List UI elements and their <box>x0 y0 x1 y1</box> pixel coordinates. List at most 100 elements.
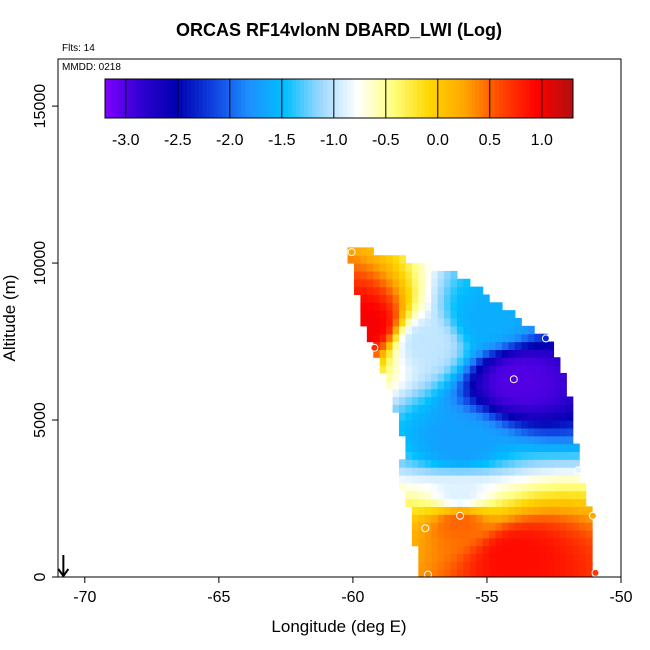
heatmap-cell <box>547 427 555 437</box>
heatmap-cell <box>418 435 426 445</box>
heatmap-cell <box>482 443 490 453</box>
heatmap-cell <box>424 270 432 280</box>
heatmap-cell <box>521 443 529 453</box>
heatmap-cell <box>495 490 503 500</box>
heatmap-cell <box>501 372 509 382</box>
colorbar-swatch <box>385 79 391 118</box>
heatmap-cell <box>386 278 394 288</box>
colorbar-swatch <box>319 79 324 118</box>
heatmap-field <box>347 247 593 577</box>
heatmap-cell <box>521 420 529 429</box>
colorbar-swatch <box>452 79 457 118</box>
heatmap-cell <box>450 412 458 421</box>
heatmap-cell <box>463 278 471 288</box>
heatmap-cell <box>450 357 458 366</box>
heatmap-cell <box>566 553 574 562</box>
heatmap-cell <box>431 341 439 350</box>
heatmap-cell <box>585 545 593 555</box>
heatmap-cell <box>386 310 394 319</box>
heatmap-cell <box>495 529 503 539</box>
sample-point <box>370 343 379 352</box>
heatmap-cell <box>379 294 387 303</box>
heatmap-cell <box>456 294 464 303</box>
colorbar-swatch <box>514 79 519 118</box>
heatmap-cell <box>463 396 471 405</box>
heatmap-cell <box>366 286 374 296</box>
heatmap-cell <box>540 467 548 476</box>
heatmap-cell <box>482 318 490 327</box>
heatmap-cell <box>444 341 452 350</box>
heatmap-cell <box>424 459 432 468</box>
sample-point <box>574 466 583 475</box>
heatmap-cell <box>450 420 458 429</box>
heatmap-cell <box>476 294 484 303</box>
heatmap-cell <box>463 545 471 555</box>
y-tick-label: 5000 <box>32 402 49 438</box>
colorbar-swatch <box>350 79 356 118</box>
heatmap-cell <box>450 537 458 547</box>
heatmap-cell <box>450 286 458 296</box>
heatmap-cell <box>469 569 477 577</box>
colorbar-swatch <box>280 79 285 118</box>
heatmap-cell <box>508 357 516 366</box>
heatmap-cell <box>386 357 394 366</box>
chart-title: ORCAS RF14vlonN DBARD_LWI (Log) <box>176 20 502 40</box>
colorbar-swatch <box>342 79 348 118</box>
heatmap-cell <box>501 561 509 570</box>
heatmap-cell <box>527 498 535 507</box>
heatmap-cell <box>399 341 407 350</box>
heatmap-cell <box>444 498 452 507</box>
colorbar-swatch <box>327 79 332 118</box>
heatmap-cell <box>553 482 561 492</box>
heatmap-cell <box>399 380 407 390</box>
heatmap-cell <box>418 263 426 272</box>
heatmap-cell <box>521 325 529 335</box>
heatmap-cell <box>431 522 439 531</box>
heatmap-cell <box>437 482 445 492</box>
heatmap-cell <box>469 561 477 570</box>
heatmap-cell <box>495 365 503 374</box>
heatmap-cell <box>424 372 432 382</box>
heatmap-cell <box>373 318 381 327</box>
heatmap-cell <box>566 435 574 445</box>
heatmap-cell <box>534 553 542 562</box>
colorbar-tick-label: -3.0 <box>112 132 140 149</box>
heatmap-cell <box>501 451 509 460</box>
heatmap-cell <box>418 412 426 421</box>
heatmap-cell <box>450 341 458 350</box>
heatmap-cell <box>572 490 580 500</box>
heatmap-cell <box>418 270 426 280</box>
heatmap-cell <box>547 451 555 460</box>
heatmap-cell <box>566 404 574 413</box>
colorbar-swatch <box>323 79 328 118</box>
heatmap-cell <box>386 388 394 398</box>
heatmap-cell <box>469 529 477 539</box>
colorbar-swatch <box>284 79 289 118</box>
heatmap-cell <box>508 341 516 350</box>
heatmap-cell <box>534 506 542 515</box>
heatmap-cell <box>450 451 458 460</box>
heatmap-cell <box>521 569 529 577</box>
heatmap-cell <box>476 388 484 398</box>
heatmap-cell <box>411 380 419 390</box>
heatmap-cell <box>489 420 497 429</box>
heatmap-cell <box>463 435 471 445</box>
heatmap-cell <box>547 529 555 539</box>
colorbar-swatch <box>405 79 410 118</box>
heatmap-cell <box>508 490 516 500</box>
heatmap-cell <box>444 561 452 570</box>
heatmap-cell <box>514 325 522 335</box>
heatmap-cell <box>437 325 445 335</box>
heatmap-cell <box>418 278 426 288</box>
heatmap-cell <box>508 325 516 335</box>
heatmap-cell <box>469 372 477 382</box>
heatmap-cell <box>444 372 452 382</box>
heatmap-cell <box>482 372 490 382</box>
heatmap-cell <box>547 545 555 555</box>
heatmap-cell <box>514 365 522 374</box>
heatmap-cell <box>456 372 464 382</box>
heatmap-cell <box>489 357 497 366</box>
heatmap-cell <box>527 341 535 350</box>
colorbar-swatch <box>413 79 418 118</box>
heatmap-cell <box>489 459 497 468</box>
